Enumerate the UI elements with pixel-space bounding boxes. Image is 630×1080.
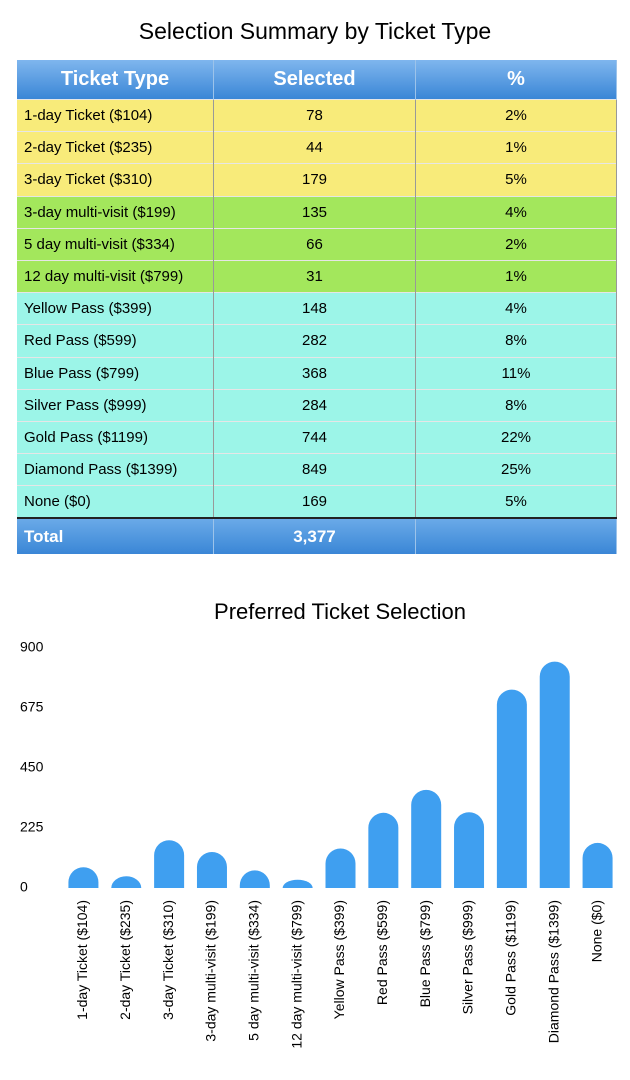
chart-title: Preferred Ticket Selection (214, 599, 466, 624)
table-cell: 44 (213, 131, 416, 164)
table-row: 3-day Ticket ($310) 179 5% (17, 163, 617, 197)
x-tick-label: 3-day Ticket ($310) (160, 900, 176, 1020)
table-cell: 25% (415, 453, 617, 486)
x-tick-label: Silver Pass ($999) (460, 900, 476, 1014)
x-tick-label: None ($0) (588, 900, 604, 962)
y-tick-label: 225 (20, 819, 44, 835)
y-tick-label: 900 (20, 639, 44, 655)
bar (539, 661, 570, 888)
table-cell: 3-day multi-visit ($199) (17, 195, 214, 229)
table-cell: Silver Pass ($999) (17, 388, 214, 422)
bar (411, 789, 442, 888)
bar (496, 689, 527, 888)
table-cell: 4% (415, 195, 617, 229)
x-tick-label: 5 day multi-visit ($334) (246, 900, 262, 1041)
column-header: Selected (213, 60, 416, 100)
bar (368, 812, 399, 888)
table-cell: 2% (415, 227, 617, 261)
table-cell: Gold Pass ($1199) (17, 420, 214, 454)
table-cell: 66 (213, 227, 416, 261)
table-cell: Red Pass ($599) (17, 324, 214, 357)
table-row: Red Pass ($599) 282 8% (17, 324, 617, 357)
table-cell: 1-day Ticket ($104) (17, 98, 214, 132)
table-cell: 368 (213, 356, 416, 390)
table-row: Blue Pass ($799) 368 11% (17, 356, 617, 390)
column-header: % (415, 60, 617, 100)
x-tick-label: Yellow Pass ($399) (331, 900, 347, 1019)
table-cell: 744 (213, 420, 416, 454)
x-tick-label: 3-day multi-visit ($199) (203, 900, 219, 1042)
bar (154, 840, 185, 888)
chart: Preferred Ticket Selection 0 225 450 675 900… (20, 599, 613, 1049)
table-cell: 5% (415, 485, 617, 519)
table-cell: 1% (415, 131, 617, 164)
bar (111, 876, 142, 888)
summary-table: Ticket Type Selected% 1-day Ticket ($104) 7… (17, 60, 617, 555)
table-row: 1-day Ticket ($104) 78 2% (17, 98, 617, 132)
x-tick-label: 12 day multi-visit ($799) (288, 900, 304, 1049)
x-tick-label: Red Pass ($599) (374, 900, 390, 1005)
table-cell: 8% (415, 324, 617, 357)
table-row: 3-day multi-visit ($199) 135 4% (17, 195, 617, 229)
table-cell: 282 (213, 324, 416, 357)
table-row: None ($0) 169 5% (17, 485, 617, 519)
table-row: 5 day multi-visit ($334) 66 2% (17, 227, 617, 261)
table-cell: 8% (415, 388, 617, 422)
table-row: 12 day multi-visit ($799) 31 1% (17, 259, 617, 293)
table-cell: 284 (213, 388, 416, 422)
bar (239, 870, 270, 888)
table-row: 2-day Ticket ($235) 44 1% (17, 131, 617, 164)
bar (325, 848, 356, 888)
table-cell: 135 (213, 195, 416, 229)
table-cell: Blue Pass ($799) (17, 356, 214, 390)
bar (582, 842, 613, 888)
x-tick-label: Diamond Pass ($1399) (545, 900, 561, 1043)
total-cell (415, 517, 617, 555)
x-tick-label: Blue Pass ($799) (417, 900, 433, 1007)
table-cell: Yellow Pass ($399) (17, 292, 214, 325)
y-tick-label: 675 (20, 699, 44, 715)
table-cell: 148 (213, 292, 416, 325)
column-header: Ticket Type (17, 60, 214, 100)
bar (196, 852, 227, 888)
table-row: Yellow Pass ($399) 148 4% (17, 292, 617, 325)
header-row: Ticket Type Selected% (17, 60, 617, 100)
table-cell: 2-day Ticket ($235) (17, 131, 214, 164)
x-tick-label: 2-day Ticket ($235) (117, 900, 133, 1020)
total-row: Total 3,377 (17, 517, 617, 555)
bar (454, 812, 485, 888)
total-cell: 3,377 (213, 517, 416, 555)
table-cell: None ($0) (17, 485, 214, 519)
table-cell: 2% (415, 98, 617, 132)
table-cell: 11% (415, 356, 617, 390)
table-cell: 3-day Ticket ($310) (17, 163, 214, 197)
table-cell: 849 (213, 453, 416, 486)
bar (68, 867, 99, 888)
table-cell: 22% (415, 420, 617, 454)
y-tick-label: 450 (20, 759, 44, 775)
bar (282, 879, 313, 888)
table-cell: Diamond Pass ($1399) (17, 453, 214, 486)
table-cell: 179 (213, 163, 416, 197)
table-row: Silver Pass ($999) 284 8% (17, 388, 617, 422)
total-cell: Total (17, 517, 214, 555)
table-cell: 1% (415, 259, 617, 293)
table-cell: 31 (213, 259, 416, 293)
table-cell: 5% (415, 163, 617, 197)
table-cell: 5 day multi-visit ($334) (17, 227, 214, 261)
table-title: Selection Summary by Ticket Type (138, 18, 492, 44)
x-tick-label: Gold Pass ($1199) (503, 900, 519, 1016)
table-row: Diamond Pass ($1399) 849 25% (17, 453, 617, 486)
y-tick-label: 0 (20, 879, 28, 895)
x-tick-label: 1-day Ticket ($104) (74, 900, 90, 1020)
table-cell: 4% (415, 292, 617, 325)
table-cell: 78 (213, 98, 416, 132)
table-cell: 169 (213, 485, 416, 519)
table-row: Gold Pass ($1199) 744 22% (17, 420, 617, 454)
table-cell: 12 day multi-visit ($799) (17, 259, 214, 293)
